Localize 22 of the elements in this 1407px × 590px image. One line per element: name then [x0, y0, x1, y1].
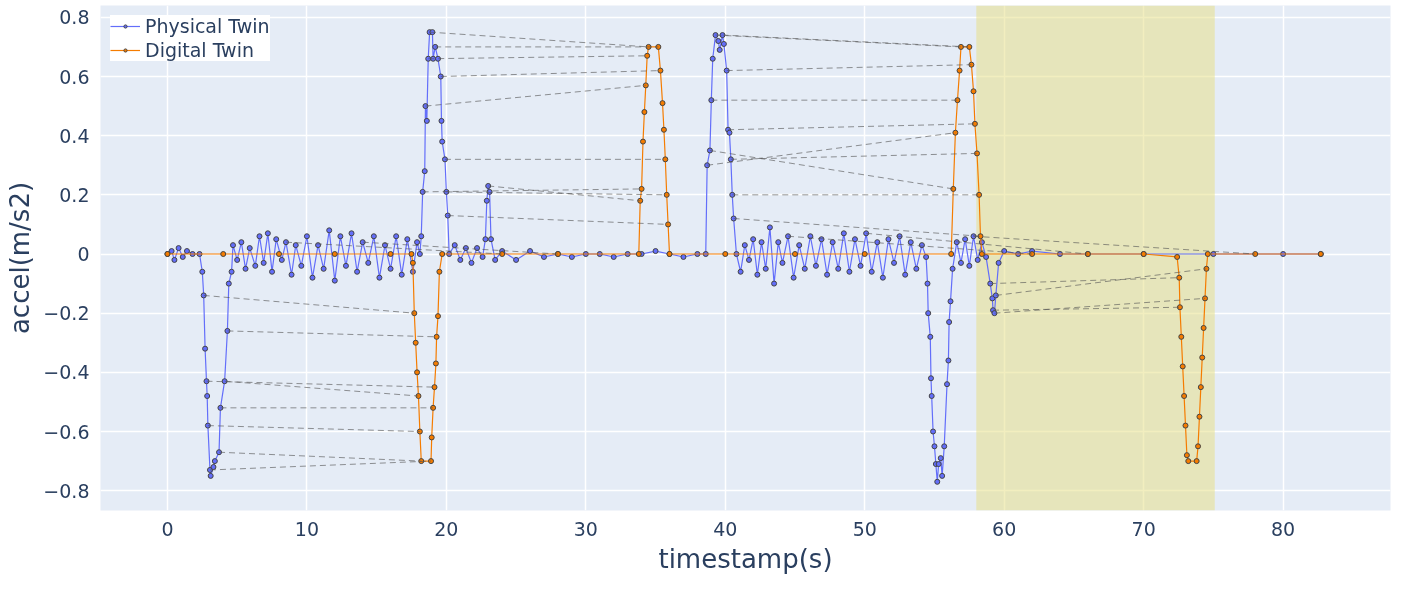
- legend-label: Physical Twin: [145, 15, 270, 37]
- x-axis-title: timestamp(s): [658, 543, 833, 574]
- y-tick-label: 0: [77, 243, 90, 266]
- legend-label: Digital Twin: [145, 39, 254, 61]
- x-tick-label: 80: [1271, 517, 1296, 540]
- y-tick-label: −0.8: [43, 479, 90, 502]
- x-tick-label: 60: [992, 517, 1017, 540]
- x-tick-label: 70: [1131, 517, 1156, 540]
- y-tick-label: −0.6: [43, 420, 90, 443]
- y-axis-title: accel(m/s2): [5, 181, 36, 335]
- y-tick-label: 0.6: [59, 65, 90, 88]
- y-tick-label: 0.8: [59, 6, 90, 29]
- x-tick-label: 40: [713, 517, 738, 540]
- y-tick-label: 0.2: [59, 183, 90, 206]
- x-tick-label: 30: [573, 517, 598, 540]
- x-tick-label: 50: [852, 517, 877, 540]
- x-tick-label: 20: [434, 517, 459, 540]
- x-tick-label: 10: [294, 517, 319, 540]
- x-tick-label: 0: [161, 517, 174, 540]
- y-tick-label: 0.4: [59, 124, 90, 147]
- y-tick-label: −0.2: [43, 302, 90, 325]
- y-tick-label: −0.4: [43, 361, 90, 384]
